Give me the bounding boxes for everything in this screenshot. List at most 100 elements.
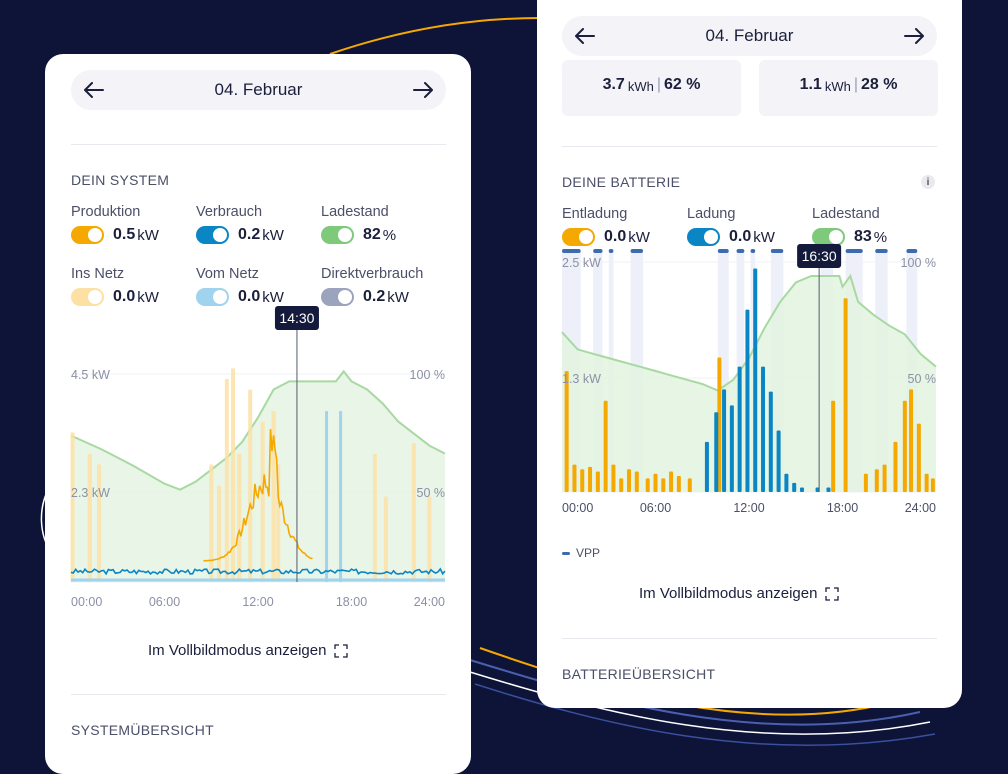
fullscreen-button[interactable]: Im Vollbildmodus anzeigen	[639, 585, 840, 602]
fullscreen-label: Im Vollbildmodus anzeigen	[148, 642, 327, 659]
discharge-bar	[611, 464, 616, 492]
date-label: 04. Februar	[214, 80, 303, 99]
charge-bar	[768, 391, 773, 492]
grid-feed-spike	[372, 453, 377, 582]
battery-chart[interactable]: 2.5 kW 1.3 kW 100 % 50 % 00:00 06:00 12:00 18:0…	[537, 244, 962, 540]
grid-feed-spike	[70, 432, 75, 582]
state-of-charge-area	[71, 371, 445, 582]
y-axis-tick-label: 50 %	[417, 486, 446, 500]
vpp-marker	[608, 249, 614, 253]
metric-toggle[interactable]	[812, 228, 845, 246]
divider	[71, 694, 446, 695]
stat-value: 1.1	[799, 76, 822, 93]
section-title: DEIN SYSTEM	[71, 172, 170, 188]
metric-toggle[interactable]	[196, 288, 229, 306]
vpp-marker	[875, 249, 888, 253]
metric-label: Vom Netz	[196, 266, 259, 282]
discharge-bar	[619, 478, 624, 492]
grid-feed-spike	[276, 464, 281, 582]
vpp-marker	[750, 249, 756, 253]
discharge-bar	[588, 466, 593, 492]
discharge-bar	[874, 469, 879, 492]
metric-toggle[interactable]	[71, 288, 104, 306]
vpp-marker	[770, 249, 784, 253]
x-axis-tick-label: 24:00	[414, 595, 445, 609]
grid-feed-spike	[231, 368, 236, 582]
discharge-bar	[717, 357, 722, 492]
charge-bar	[815, 487, 820, 492]
overview-title: BATTERIEÜBERSICHT	[562, 666, 716, 682]
production-line	[203, 428, 313, 562]
metric-toggle[interactable]	[321, 288, 354, 306]
charge-bar	[729, 405, 734, 492]
stat-value: 3.7	[602, 76, 625, 93]
stat-percent: 28 %	[860, 76, 898, 93]
metric-item: Ins Netz 0.0 kW	[71, 266, 196, 306]
time-cursor-label: 14:30	[279, 310, 314, 326]
expand-icon	[334, 643, 349, 658]
time-cursor-label: 16:30	[802, 248, 837, 264]
metric-unit: %	[382, 226, 397, 244]
metric-label: Ladestand	[321, 204, 389, 220]
metric-unit: kW	[753, 228, 775, 246]
metric-label: Entladung	[562, 206, 628, 222]
discharge-bar	[634, 471, 639, 492]
vpp-marker	[736, 249, 745, 253]
stat-box: 3.7 kWh | 62 %	[562, 60, 741, 116]
grid-feed-spike	[97, 464, 102, 582]
metric-item: Entladung 0.0 kW	[562, 206, 687, 246]
metric-label: Ins Netz	[71, 266, 125, 282]
metric-toggle[interactable]	[687, 228, 720, 246]
metric-toggle[interactable]	[196, 226, 229, 244]
system-chart[interactable]: 4.5 kW 2.3 kW 100 % 50 % 00:00 06:00 12:00 18:0…	[45, 306, 471, 614]
charge-bar	[799, 487, 804, 492]
grid-feed-spike	[248, 389, 253, 582]
charge-bar	[792, 482, 797, 492]
charge-bar	[776, 430, 781, 492]
vpp-marker	[906, 249, 918, 253]
prev-day-button[interactable]	[81, 77, 107, 103]
charge-bar	[761, 366, 766, 492]
fullscreen-button[interactable]: Im Vollbildmodus anzeigen	[148, 642, 349, 659]
vpp-marker	[562, 249, 581, 253]
metric-item: Direktverbrauch 0.2 kW	[321, 266, 446, 306]
discharge-bar	[603, 400, 608, 492]
next-day-button[interactable]	[410, 77, 436, 103]
expand-icon	[825, 586, 840, 601]
discharge-bar	[687, 478, 692, 492]
metric-toggle[interactable]	[321, 226, 354, 244]
prev-day-button[interactable]	[572, 23, 598, 49]
divider	[562, 146, 937, 147]
vpp-legend-swatch	[562, 551, 570, 555]
consumption-line	[70, 567, 446, 576]
metric-value: 0.0	[113, 288, 136, 305]
arrow-left-icon	[575, 28, 595, 44]
y-axis-tick-label: 2.5 kW	[562, 256, 601, 270]
metric-label: Verbrauch	[196, 204, 263, 220]
metric-toggle[interactable]	[562, 228, 595, 246]
y-axis-tick-label: 100 %	[901, 256, 936, 270]
vpp-marker	[630, 249, 644, 253]
next-day-button[interactable]	[901, 23, 927, 49]
grid-feed-spike	[217, 485, 222, 582]
charge-bar	[745, 309, 750, 492]
metric-toggle[interactable]	[71, 226, 104, 244]
grid-draw-spike	[325, 411, 329, 582]
charge-bar	[722, 389, 727, 492]
vpp-window	[717, 252, 729, 492]
system-card: 04. Februar DEIN SYSTEM Produktion 0.5 kW V…	[45, 54, 471, 774]
x-axis-tick-label: 00:00	[71, 595, 102, 609]
charge-bar	[737, 366, 742, 492]
metric-item: Produktion 0.5 kW	[71, 204, 196, 244]
y-axis-tick-label: 1.3 kW	[562, 372, 601, 386]
discharge-bar	[676, 476, 681, 492]
x-axis-tick-label: 06:00	[640, 501, 671, 515]
arrow-right-icon	[903, 28, 924, 44]
discharge-bar	[627, 469, 632, 492]
state-of-charge-line	[561, 273, 937, 392]
metric-value: 0.2	[238, 226, 261, 243]
x-axis-tick-label: 12:00	[733, 501, 764, 515]
time-cursor-badge	[797, 244, 842, 268]
info-icon[interactable]: i	[921, 175, 935, 189]
metric-item: Vom Netz 0.0 kW	[196, 266, 321, 306]
